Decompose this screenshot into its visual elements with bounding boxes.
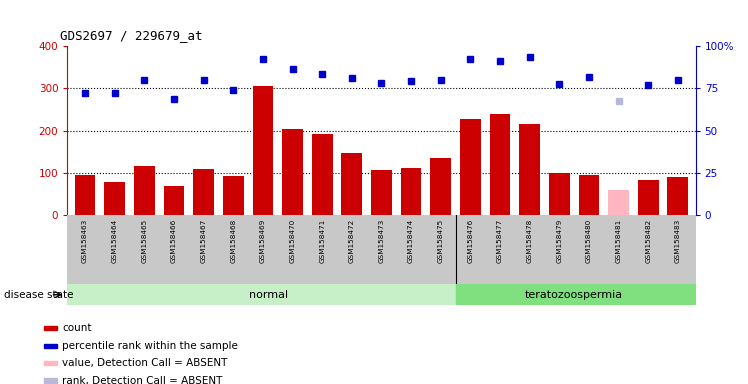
Text: GSM158464: GSM158464 — [111, 218, 117, 263]
Text: GSM158468: GSM158468 — [230, 218, 236, 263]
Bar — [193, 169, 214, 215]
Bar — [44, 326, 58, 330]
Text: GSM158483: GSM158483 — [675, 218, 681, 263]
Text: teratozoospermia: teratozoospermia — [525, 290, 623, 300]
Bar — [75, 175, 96, 215]
Bar — [549, 173, 570, 215]
Text: value, Detection Call = ABSENT: value, Detection Call = ABSENT — [63, 358, 228, 368]
Bar — [282, 129, 303, 215]
Text: GSM158473: GSM158473 — [378, 218, 384, 263]
Bar — [312, 134, 333, 215]
Bar — [164, 186, 185, 215]
Bar — [223, 176, 244, 215]
Bar — [134, 167, 155, 215]
Text: GSM158475: GSM158475 — [438, 218, 444, 263]
Bar — [519, 124, 540, 215]
Bar — [371, 170, 392, 215]
Text: GSM158465: GSM158465 — [141, 218, 147, 263]
Text: GSM158469: GSM158469 — [260, 218, 266, 263]
Bar — [105, 182, 125, 215]
Bar — [638, 180, 658, 215]
Text: GSM158466: GSM158466 — [171, 218, 177, 263]
Bar — [608, 190, 629, 215]
Bar — [44, 379, 58, 382]
Bar — [460, 119, 481, 215]
Text: GDS2697 / 229679_at: GDS2697 / 229679_at — [60, 29, 203, 42]
Text: normal: normal — [249, 290, 289, 300]
Bar — [456, 284, 696, 305]
Text: GSM158479: GSM158479 — [557, 218, 562, 263]
Bar — [667, 177, 688, 215]
Bar — [578, 175, 599, 215]
Bar — [67, 284, 456, 305]
Bar — [490, 114, 510, 215]
Text: disease state: disease state — [4, 290, 73, 300]
Bar — [44, 344, 58, 348]
Text: GSM158474: GSM158474 — [408, 218, 414, 263]
Bar — [430, 158, 451, 215]
Bar — [253, 86, 273, 215]
Text: GSM158471: GSM158471 — [319, 218, 325, 263]
Text: GSM158470: GSM158470 — [289, 218, 295, 263]
Text: count: count — [63, 323, 92, 333]
Text: percentile rank within the sample: percentile rank within the sample — [63, 341, 239, 351]
Bar — [401, 168, 421, 215]
Bar — [44, 361, 58, 365]
Bar — [342, 153, 362, 215]
Text: GSM158477: GSM158477 — [497, 218, 503, 263]
Text: GSM158472: GSM158472 — [349, 218, 355, 263]
Text: rank, Detection Call = ABSENT: rank, Detection Call = ABSENT — [63, 376, 223, 384]
Text: GSM158481: GSM158481 — [616, 218, 622, 263]
Text: GSM158463: GSM158463 — [82, 218, 88, 263]
Text: GSM158482: GSM158482 — [646, 218, 652, 263]
Text: GSM158467: GSM158467 — [200, 218, 206, 263]
Text: GSM158478: GSM158478 — [527, 218, 533, 263]
Text: GSM158476: GSM158476 — [468, 218, 473, 263]
Text: GSM158480: GSM158480 — [586, 218, 592, 263]
